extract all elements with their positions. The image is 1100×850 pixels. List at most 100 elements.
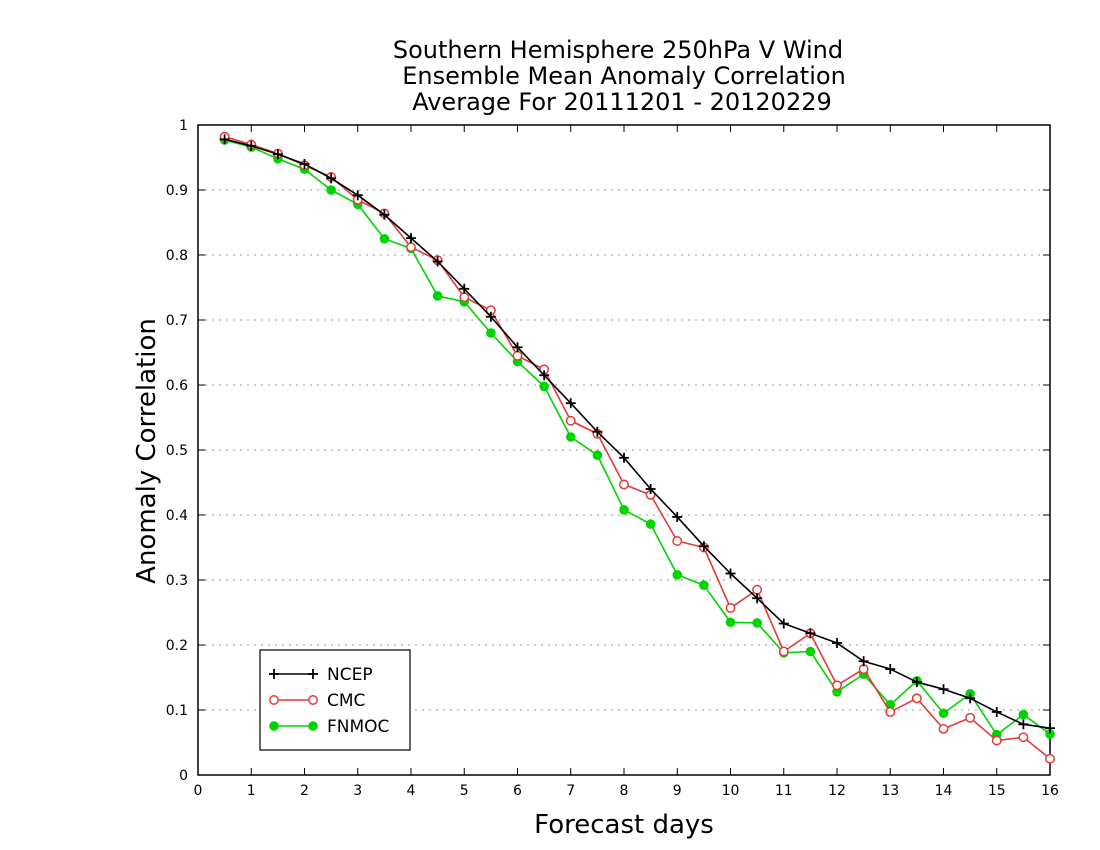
y-tick-label: 0.7	[166, 313, 188, 329]
data-point-ncep	[459, 283, 470, 294]
data-point-ncep	[246, 140, 257, 151]
data-point-fnmoc	[645, 519, 656, 529]
data-point-cmc	[725, 603, 736, 613]
data-point-cmc	[832, 680, 842, 691]
data-point-ncep	[352, 190, 363, 201]
legend: NCEP CMC FNMOC	[259, 649, 411, 751]
data-point-cmc	[938, 723, 949, 734]
data-point-ncep	[858, 656, 869, 667]
chart-title-line-1: Southern Hemisphere 250hPa V Wind	[393, 36, 843, 64]
legend-items: NCEP CMC FNMOC	[269, 665, 389, 737]
legend-entry-ncep: NCEP	[269, 665, 373, 685]
y-tick-label: 0.5	[166, 443, 188, 459]
data-point-ncep	[432, 256, 443, 267]
data-point-ncep	[565, 398, 576, 409]
gridlines	[198, 189, 1050, 711]
data-point-ncep	[672, 511, 683, 522]
legend-marker-ncep	[308, 669, 318, 679]
chart-title-line-3: Average For 20111201 - 20120229	[412, 88, 832, 116]
data-point-fnmoc	[805, 646, 816, 657]
y-tick-label: 0.1	[166, 703, 188, 719]
legend-marker-fnmoc	[308, 721, 318, 731]
data-point-ncep	[299, 159, 310, 169]
data-point-cmc	[778, 646, 789, 657]
x-tick-label: 3	[353, 783, 362, 799]
data-point-fnmoc	[938, 708, 949, 719]
data-point-ncep	[219, 134, 230, 145]
legend-entry-fnmoc: FNMOC	[269, 717, 389, 737]
data-point-cmc	[565, 415, 576, 426]
data-point-ncep	[326, 173, 337, 184]
data-point-cmc	[459, 292, 470, 303]
data-point-cmc	[512, 350, 523, 361]
data-point-ncep	[619, 452, 629, 463]
series-line-ncep	[224, 138, 1051, 729]
data-point-ncep	[592, 426, 603, 437]
x-tick-label: 14	[935, 783, 953, 799]
series-fnmoc	[219, 135, 1055, 740]
data-point-cmc	[1045, 753, 1055, 764]
data-point-ncep	[805, 628, 816, 639]
legend-marker-cmc	[308, 695, 318, 705]
data-point-cmc	[911, 693, 922, 704]
data-point-ncep	[885, 664, 896, 675]
data-point-ncep	[938, 684, 949, 695]
data-point-ncep	[645, 484, 656, 494]
x-tick-label: 1	[247, 783, 256, 799]
y-tick-label: 0.6	[166, 378, 188, 394]
x-tick-label: 6	[513, 783, 522, 799]
data-point-cmc	[885, 707, 896, 717]
data-point-fnmoc	[619, 505, 629, 515]
data-point-ncep	[991, 706, 1002, 717]
data-point-cmc	[1018, 732, 1029, 743]
data-point-ncep	[512, 342, 523, 353]
data-point-fnmoc	[379, 233, 390, 244]
data-point-fnmoc	[592, 450, 603, 461]
x-tick-label: 11	[775, 783, 793, 799]
data-point-fnmoc	[1018, 709, 1029, 720]
y-tick-label: 0.3	[166, 573, 188, 589]
data-point-ncep	[698, 541, 709, 552]
data-point-cmc	[965, 712, 976, 723]
data-point-fnmoc	[539, 381, 549, 392]
series-line-cmc	[224, 135, 1051, 760]
data-point-ncep	[832, 638, 842, 649]
data-point-ncep	[1045, 723, 1055, 734]
data-point-cmc	[406, 242, 416, 253]
series-layer	[219, 131, 1055, 764]
data-point-fnmoc	[699, 580, 709, 591]
legend-entry-cmc: CMC	[269, 691, 365, 711]
data-point-ncep	[752, 593, 763, 604]
x-tick-label: 4	[407, 783, 416, 799]
legend-marker-ncep	[269, 669, 279, 679]
data-point-fnmoc	[486, 328, 496, 338]
series-line-fnmoc	[224, 139, 1051, 736]
legend-label-ncep: NCEP	[327, 665, 373, 685]
data-point-ncep	[485, 311, 496, 322]
data-point-ncep	[406, 233, 416, 244]
chart-title-line-2: Ensemble Mean Anomaly Correlation	[402, 62, 846, 90]
data-point-ncep	[778, 618, 789, 629]
x-tick-label: 2	[300, 783, 309, 799]
data-point-cmc	[619, 479, 629, 490]
x-tick-label: 15	[988, 783, 1006, 799]
data-point-fnmoc	[672, 570, 683, 580]
data-point-cmc	[672, 536, 683, 546]
data-point-cmc	[991, 735, 1002, 746]
data-point-cmc	[752, 584, 763, 595]
data-point-fnmoc	[752, 618, 762, 628]
data-point-ncep	[911, 677, 922, 688]
x-tick-label: 16	[1041, 783, 1059, 799]
y-axis-label: Anomaly Correlation	[132, 318, 162, 584]
x-tick-label: 5	[460, 783, 469, 799]
data-point-fnmoc	[432, 291, 443, 301]
y-tick-label: 1	[179, 118, 188, 134]
data-point-fnmoc	[565, 432, 576, 442]
y-tick-label: 0.2	[166, 638, 188, 654]
y-tick-label: 0.4	[166, 508, 188, 524]
data-point-ncep	[379, 209, 390, 220]
legend-label-cmc: CMC	[327, 691, 365, 711]
series-ncep	[219, 134, 1055, 734]
data-point-ncep	[539, 370, 550, 381]
